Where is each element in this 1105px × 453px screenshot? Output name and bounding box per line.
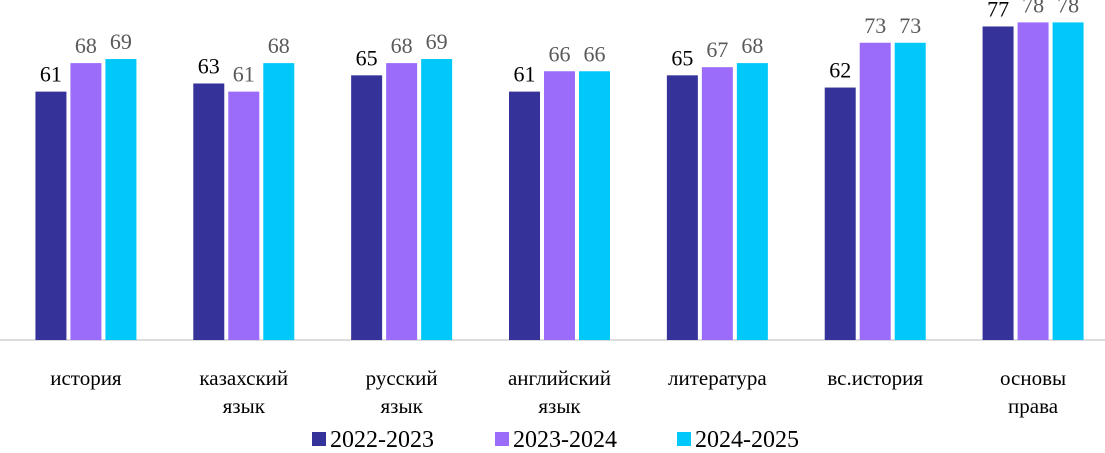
data-label: 68 — [741, 33, 763, 58]
bar — [421, 59, 453, 340]
data-label: 78 — [1057, 0, 1079, 17]
data-label: 66 — [584, 41, 606, 66]
data-label: 65 — [356, 45, 378, 70]
data-label: 69 — [110, 29, 132, 54]
data-label: 77 — [987, 0, 1009, 21]
data-label: 78 — [1022, 0, 1044, 17]
x-tick-label: вс.история — [827, 366, 923, 390]
data-label: 61 — [514, 62, 536, 87]
bar — [193, 83, 225, 340]
bar — [544, 71, 575, 341]
bar — [228, 91, 260, 341]
legend-label: 2024-2025 — [695, 427, 799, 453]
legend-swatch — [677, 432, 691, 446]
bar — [894, 42, 926, 341]
data-label: 69 — [426, 29, 448, 54]
legend-swatch — [312, 432, 326, 446]
bar — [701, 67, 733, 340]
data-label: 66 — [549, 41, 571, 66]
bar — [824, 87, 856, 340]
legend-label: 2023-2024 — [513, 427, 617, 453]
x-tick-label: казахский язык — [199, 366, 288, 418]
bar — [351, 75, 383, 340]
bar — [579, 71, 610, 341]
x-tick-label: литература — [668, 366, 767, 390]
data-label: 73 — [899, 13, 921, 38]
bar — [859, 42, 891, 341]
legend-label: 2022-2023 — [330, 427, 434, 453]
x-tick-label: английский язык — [508, 366, 611, 418]
data-label: 68 — [391, 33, 413, 58]
bar — [736, 63, 768, 341]
data-label: 61 — [40, 62, 62, 87]
data-label: 63 — [198, 53, 220, 78]
bar — [35, 91, 67, 341]
bar — [105, 59, 137, 340]
data-label: 73 — [864, 13, 886, 38]
bar — [509, 91, 540, 341]
bar — [982, 26, 1014, 340]
data-label: 65 — [671, 45, 693, 70]
data-label: 67 — [706, 37, 728, 62]
bar — [1052, 22, 1084, 341]
legend-swatch — [495, 432, 509, 446]
data-label: 68 — [75, 33, 97, 58]
x-tick-label: русский язык — [366, 366, 438, 418]
x-tick-label: основы права — [1000, 366, 1066, 418]
bar — [1017, 22, 1049, 341]
bar — [70, 63, 102, 341]
x-tick-label: история — [50, 366, 122, 390]
bar — [263, 63, 295, 341]
data-label: 61 — [233, 62, 255, 87]
data-label: 68 — [268, 33, 290, 58]
bar — [386, 63, 418, 341]
bar — [666, 75, 698, 340]
data-label: 62 — [829, 58, 851, 83]
